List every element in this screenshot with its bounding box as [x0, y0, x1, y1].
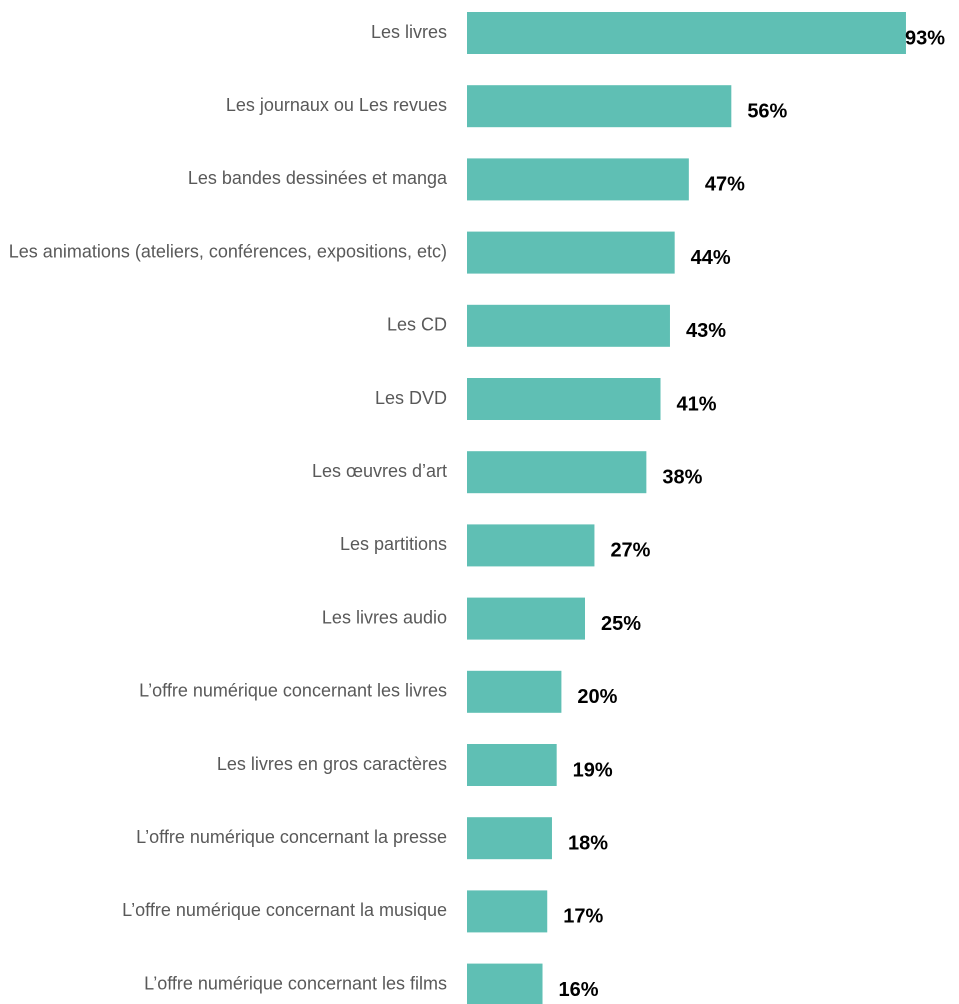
value-label: 25% [601, 613, 641, 635]
category-label: Les livres en gros caractères [217, 754, 447, 774]
value-label: 18% [568, 832, 608, 854]
bar [467, 304, 670, 347]
bar [467, 231, 675, 274]
value-label: 93% [905, 27, 945, 49]
bar [467, 378, 661, 420]
category-label: L’offre numérique concernant la presse [136, 827, 447, 847]
category-label: L’offre numérique concernant les livres [139, 681, 447, 701]
category-label: Les livres audio [322, 607, 447, 627]
category-label: L’offre numérique concernant la musique [122, 900, 447, 920]
value-label: 27% [610, 540, 650, 562]
value-label: 20% [577, 686, 617, 708]
value-label: 44% [691, 247, 731, 269]
bar [467, 12, 906, 54]
bar [467, 744, 557, 786]
category-label: Les journaux ou Les revues [226, 95, 447, 115]
value-label: 19% [573, 759, 613, 781]
bar [467, 817, 552, 860]
value-label: 41% [677, 393, 717, 415]
bar [467, 670, 562, 713]
category-label: Les DVD [375, 388, 447, 408]
bar [467, 890, 548, 933]
bar [467, 158, 689, 201]
value-label: 43% [686, 320, 726, 342]
category-label: Les animations (ateliers, conférences, e… [9, 241, 447, 261]
value-label: 56% [747, 100, 787, 122]
bar [467, 451, 647, 494]
value-label: 17% [563, 906, 603, 928]
category-label: Les bandes dessinées et manga [188, 168, 448, 188]
value-label: 16% [559, 979, 599, 1001]
value-label: 38% [662, 466, 702, 488]
bar [467, 963, 543, 1004]
category-label: Les œuvres d’art [312, 461, 447, 481]
category-label: L’offre numérique concernant les films [144, 973, 447, 993]
bar [467, 524, 595, 567]
category-label: Les partitions [340, 534, 447, 554]
bar [467, 85, 732, 128]
category-label: Les CD [387, 315, 447, 335]
bar [467, 597, 585, 640]
value-label: 47% [705, 174, 745, 196]
category-label: Les livres [371, 22, 447, 42]
